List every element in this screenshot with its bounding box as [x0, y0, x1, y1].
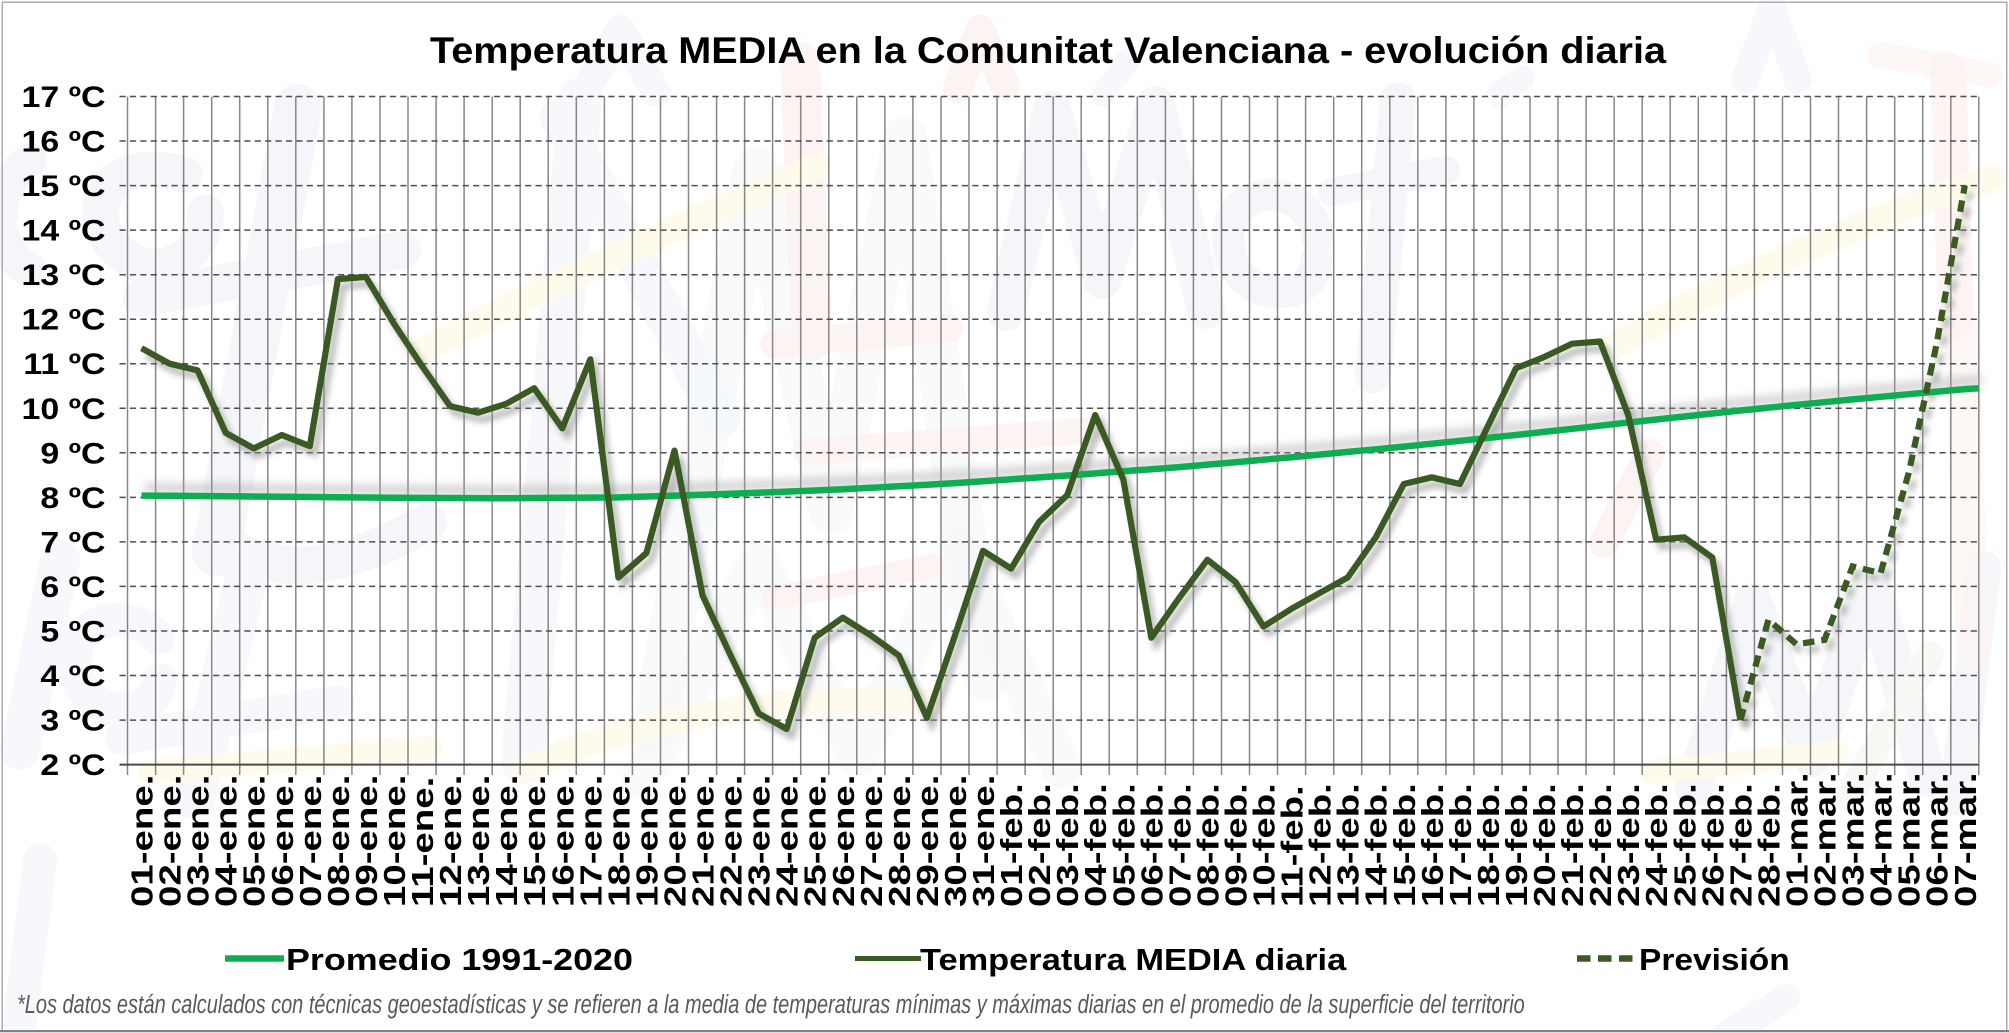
svg-text:02-feb.: 02-feb.	[1023, 783, 1058, 907]
svg-text:04-mar.: 04-mar.	[1864, 772, 1899, 907]
svg-text:14 ºC: 14 ºC	[22, 213, 106, 247]
svg-text:8 ºC: 8 ºC	[40, 481, 105, 515]
svg-text:01-feb.: 01-feb.	[995, 783, 1030, 907]
svg-text:15-feb.: 15-feb.	[1387, 783, 1422, 907]
svg-text:07-feb.: 07-feb.	[1163, 783, 1198, 907]
svg-text:05-mar.: 05-mar.	[1892, 772, 1927, 907]
svg-text:16 ºC: 16 ºC	[22, 124, 106, 158]
svg-text:15 ºC: 15 ºC	[22, 169, 106, 203]
svg-text:3 ºC: 3 ºC	[40, 703, 105, 737]
svg-text:25-feb.: 25-feb.	[1668, 783, 1703, 907]
svg-text:17-ene.: 17-ene.	[574, 775, 609, 907]
svg-text:03-mar.: 03-mar.	[1836, 772, 1871, 907]
svg-text:11-feb.: 11-feb.	[1275, 785, 1310, 907]
svg-text:22-ene.: 22-ene.	[714, 775, 749, 907]
svg-text:06-ene.: 06-ene.	[265, 775, 300, 907]
svg-text:28-ene.: 28-ene.	[882, 775, 917, 907]
svg-text:21-feb.: 21-feb.	[1556, 783, 1591, 907]
svg-text:10 ºC: 10 ºC	[22, 392, 106, 426]
svg-text:24-feb.: 24-feb.	[1640, 783, 1675, 907]
svg-text:2 ºC: 2 ºC	[40, 748, 105, 782]
svg-text:06-mar.: 06-mar.	[1920, 772, 1955, 907]
svg-text:17 ºC: 17 ºC	[22, 80, 106, 114]
svg-text:9 ºC: 9 ºC	[40, 436, 105, 470]
svg-text:14-ene.: 14-ene.	[490, 775, 525, 907]
svg-text:*Los datos están calculados co: *Los datos están calculados con técnicas…	[17, 989, 1525, 1018]
svg-text:13 ºC: 13 ºC	[22, 258, 106, 292]
svg-text:04-ene.: 04-ene.	[209, 775, 244, 907]
svg-text:20-feb.: 20-feb.	[1527, 783, 1562, 907]
svg-text:22-feb.: 22-feb.	[1584, 783, 1619, 907]
svg-text:07-ene.: 07-ene.	[293, 775, 328, 907]
svg-text:02-ene.: 02-ene.	[153, 775, 188, 907]
svg-text:27-ene.: 27-ene.	[854, 775, 889, 907]
svg-text:7 ºC: 7 ºC	[40, 525, 105, 559]
svg-text:05-ene.: 05-ene.	[237, 775, 272, 907]
svg-text:6 ºC: 6 ºC	[40, 570, 105, 604]
svg-text:5 ºC: 5 ºC	[40, 614, 105, 648]
svg-text:18-feb.: 18-feb.	[1471, 783, 1506, 907]
svg-text:24-ene.: 24-ene.	[770, 775, 805, 907]
svg-text:18-ene.: 18-ene.	[602, 775, 637, 907]
svg-text:05-feb.: 05-feb.	[1107, 783, 1142, 907]
svg-text:31-ene.: 31-ene.	[966, 775, 1001, 907]
svg-text:16-feb.: 16-feb.	[1415, 783, 1450, 907]
svg-text:28-feb.: 28-feb.	[1752, 783, 1787, 907]
svg-text:29-ene.: 29-ene.	[910, 775, 945, 907]
svg-text:09-ene.: 09-ene.	[349, 775, 384, 907]
svg-text:27-feb.: 27-feb.	[1724, 783, 1759, 907]
svg-text:03-feb.: 03-feb.	[1051, 783, 1086, 907]
svg-text:12-ene.: 12-ene.	[434, 775, 469, 907]
svg-text:4 ºC: 4 ºC	[40, 659, 105, 693]
svg-text:01-mar.: 01-mar.	[1780, 772, 1815, 907]
svg-text:17-feb.: 17-feb.	[1443, 783, 1478, 907]
svg-text:08-feb.: 08-feb.	[1191, 783, 1226, 907]
svg-text:16-ene.: 16-ene.	[546, 775, 581, 907]
svg-text:26-feb.: 26-feb.	[1696, 783, 1731, 907]
svg-text:11 ºC: 11 ºC	[23, 347, 105, 381]
svg-text:25-ene.: 25-ene.	[798, 775, 833, 907]
svg-text:Temperatura MEDIA en la Comuni: Temperatura MEDIA en la Comunitat Valenc…	[430, 30, 1667, 71]
svg-text:Promedio 1991-2020: Promedio 1991-2020	[286, 943, 633, 977]
svg-text:11-ene.: 11-ene.	[405, 777, 440, 907]
svg-text:26-ene.: 26-ene.	[826, 775, 861, 907]
svg-text:19-ene.: 19-ene.	[630, 775, 665, 907]
svg-text:03-ene.: 03-ene.	[181, 775, 216, 907]
svg-text:02-mar.: 02-mar.	[1808, 772, 1843, 907]
svg-text:08-ene.: 08-ene.	[321, 775, 356, 907]
svg-text:30-ene.: 30-ene.	[938, 775, 973, 907]
svg-text:21-ene.: 21-ene.	[686, 775, 721, 907]
svg-text:20-ene.: 20-ene.	[658, 775, 693, 907]
svg-text:19-feb.: 19-feb.	[1499, 783, 1534, 907]
svg-text:10-ene.: 10-ene.	[377, 775, 412, 907]
svg-text:13-ene.: 13-ene.	[462, 775, 497, 907]
svg-text:12 ºC: 12 ºC	[22, 303, 106, 337]
svg-text:15-ene.: 15-ene.	[518, 775, 553, 907]
svg-text:09-feb.: 09-feb.	[1219, 783, 1254, 907]
svg-text:Temperatura MEDIA diaria: Temperatura MEDIA diaria	[920, 942, 1347, 977]
svg-text:06-feb.: 06-feb.	[1135, 783, 1170, 907]
svg-text:04-feb.: 04-feb.	[1079, 783, 1114, 907]
svg-text:14-feb.: 14-feb.	[1359, 783, 1394, 907]
svg-text:23-feb.: 23-feb.	[1612, 783, 1647, 907]
svg-text:Previsión: Previsión	[1639, 942, 1790, 977]
svg-text:23-ene.: 23-ene.	[742, 775, 777, 907]
svg-text:12-feb.: 12-feb.	[1303, 783, 1338, 907]
svg-text:10-feb.: 10-feb.	[1247, 783, 1282, 907]
svg-text:13-feb.: 13-feb.	[1331, 783, 1366, 907]
svg-text:01-ene.: 01-ene.	[125, 775, 160, 907]
svg-text:07-mar.: 07-mar.	[1948, 772, 1983, 907]
